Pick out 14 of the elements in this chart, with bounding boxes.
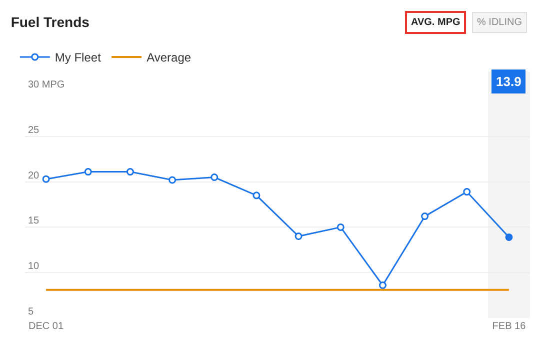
legend-label: My Fleet	[54, 50, 102, 65]
x-tick-label: FEB 16	[492, 321, 526, 332]
y-tick-label: 10	[28, 261, 40, 272]
y-tick-label: 30 MPG	[28, 80, 65, 90]
chart-title: Fuel Trends	[10, 14, 90, 30]
y-tick-label: 5	[28, 306, 34, 318]
y-tick-label: 25	[28, 124, 40, 136]
y-tick-label: 20	[28, 170, 40, 182]
text: 13.9	[496, 74, 522, 89]
text: AVG. MPG	[411, 17, 460, 28]
text: % IDLING	[477, 17, 522, 28]
y-tick-label: 15	[28, 216, 40, 227]
legend-label: Average	[146, 50, 192, 65]
x-tick-label: DEC 01	[28, 321, 64, 332]
